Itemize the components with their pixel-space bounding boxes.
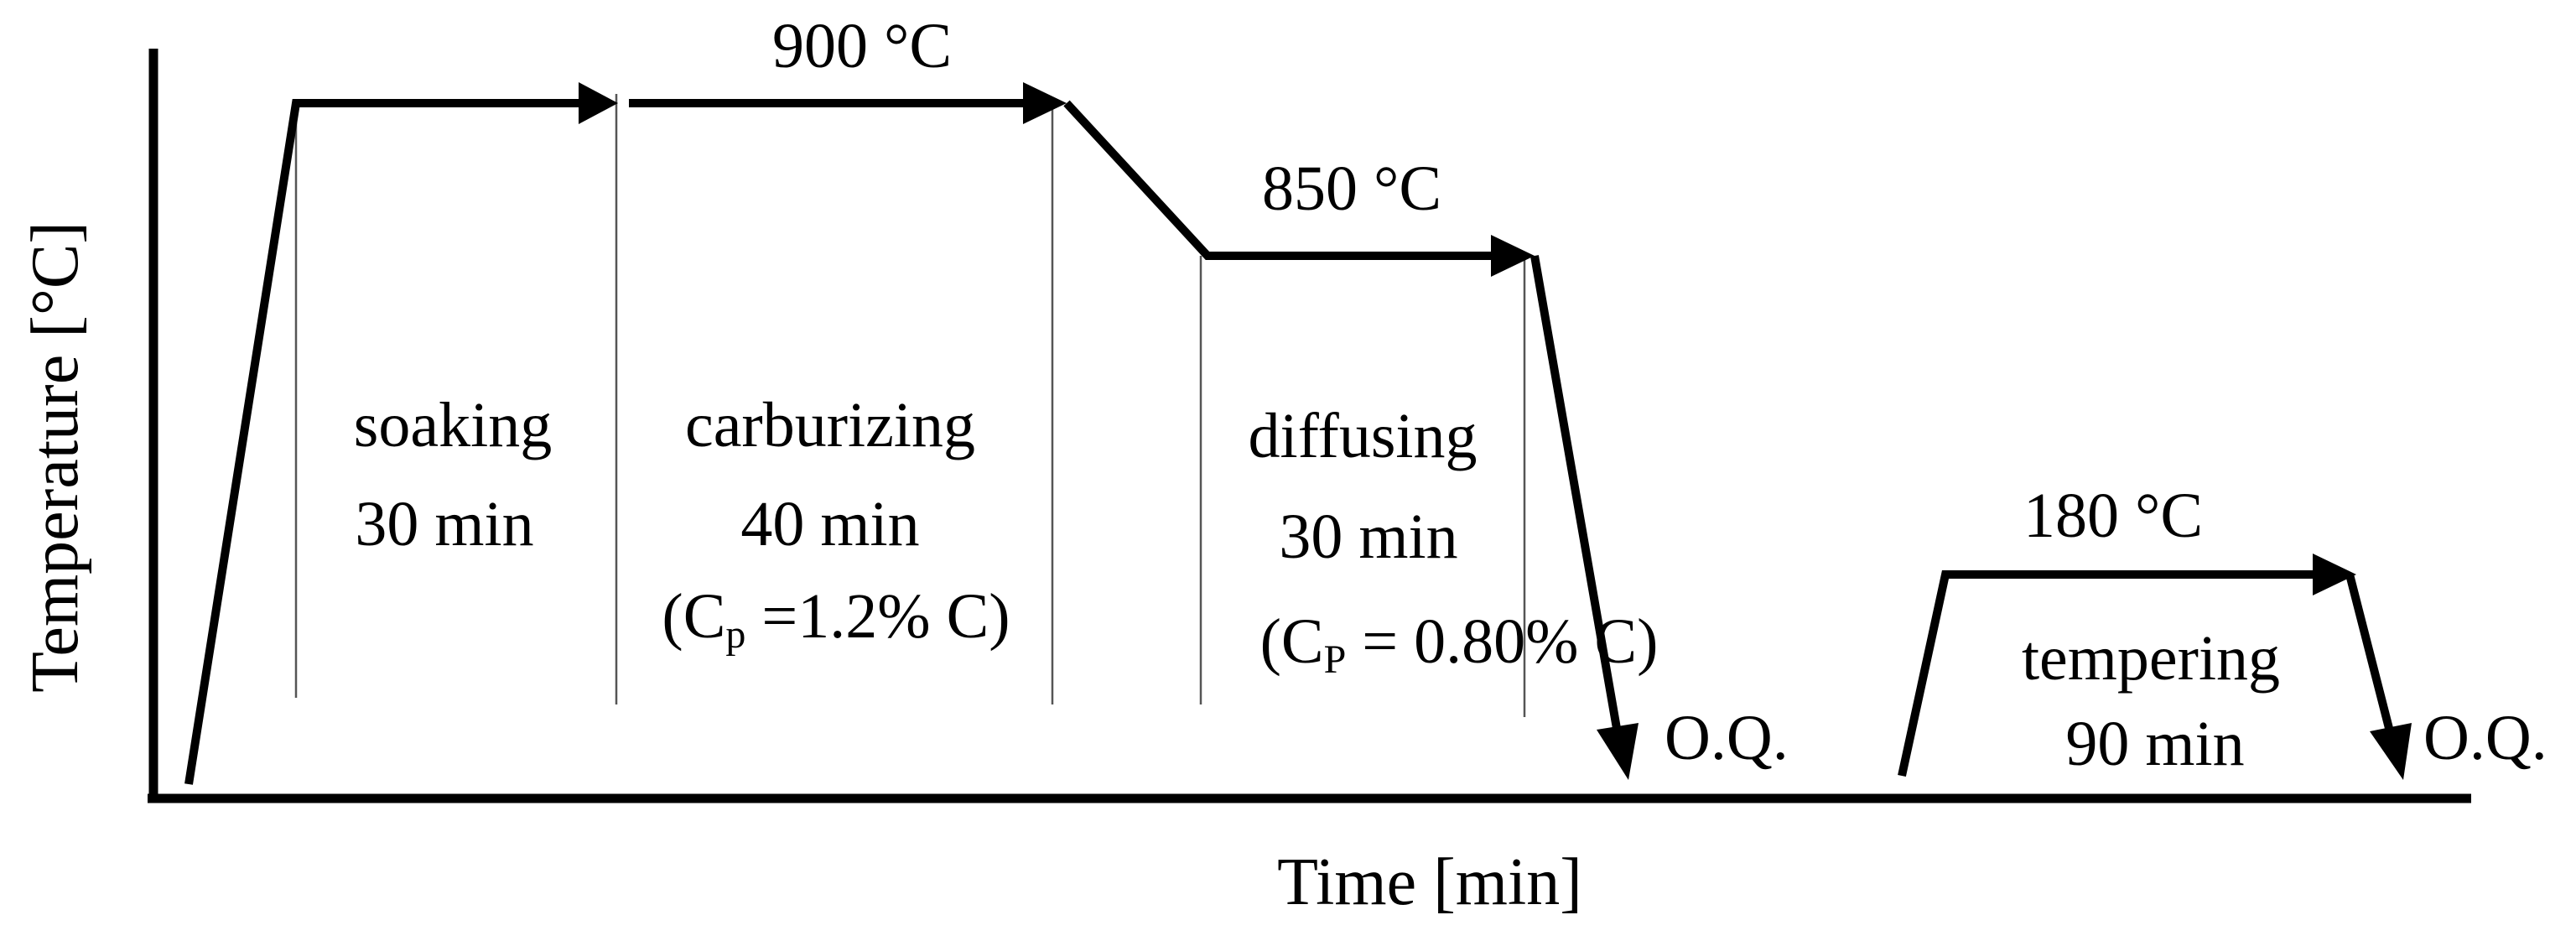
carburizing-label: carburizing	[685, 390, 975, 460]
x-axis-title: Time [min]	[1277, 845, 1582, 919]
carburizing-arrowhead	[1023, 82, 1067, 124]
temperature-850-label: 850 °C	[1262, 153, 1441, 224]
second-oil-quench-label: O.Q.	[2423, 703, 2547, 773]
temperature-900-label: 900 °C	[772, 11, 952, 81]
diffusing-arrowhead	[1491, 235, 1535, 277]
tempering-line	[1898, 570, 2314, 777]
heating-ramp-and-soaking-line	[184, 99, 583, 785]
second-quench-arrowhead	[2370, 723, 2412, 780]
second-quench-line	[2345, 573, 2396, 740]
temperature-180-label: 180 °C	[2023, 481, 2203, 551]
y-axis-title: Temperature [°C]	[18, 221, 92, 693]
soaking-label: soaking	[354, 390, 552, 460]
carburizing-carbon-potential: (Cp =1.2% C)	[662, 581, 1010, 657]
tempering-arrowhead	[2313, 554, 2356, 595]
first-quench-line	[1530, 255, 1623, 739]
tempering-duration: 90 min	[2065, 709, 2244, 779]
cooling-ramp-line	[1063, 100, 1493, 260]
diffusing-label: diffusing	[1248, 401, 1477, 471]
first-oil-quench-label: O.Q.	[1665, 703, 1789, 773]
soaking-duration: 30 min	[355, 489, 533, 559]
carburizing-duration: 40 min	[740, 489, 919, 559]
soaking-arrowhead	[579, 82, 618, 124]
first-quench-arrowhead	[1597, 723, 1639, 780]
diffusing-duration: 30 min	[1279, 502, 1457, 572]
diffusing-carbon-potential: (CP = 0.80% C)	[1260, 606, 1659, 682]
tempering-label: tempering	[2022, 623, 2280, 694]
